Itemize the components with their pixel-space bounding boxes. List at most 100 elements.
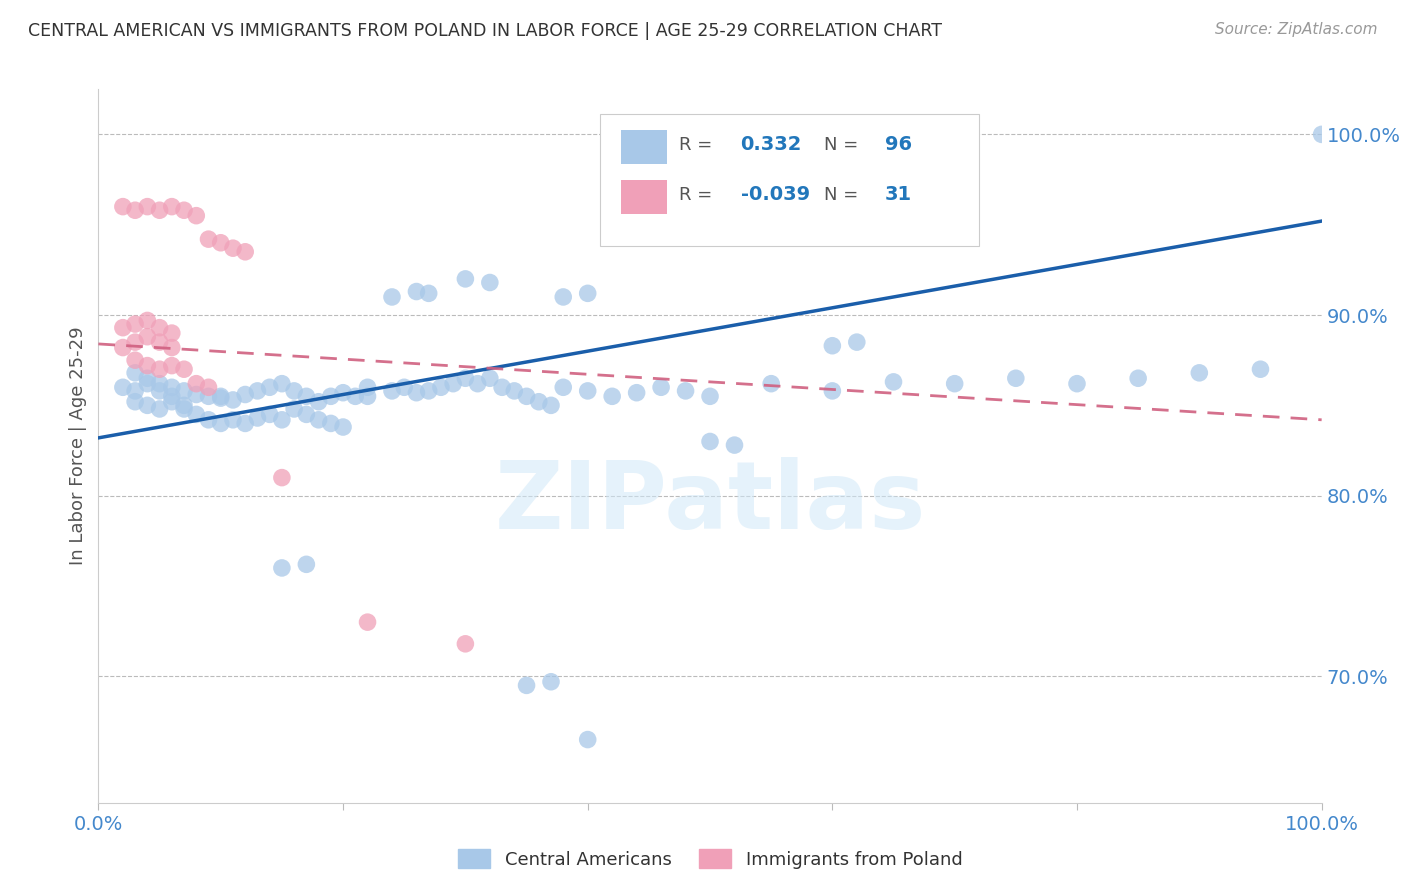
Point bbox=[1066, 376, 1088, 391]
Point bbox=[392, 380, 416, 394]
Text: R =: R = bbox=[679, 136, 713, 153]
Point bbox=[308, 394, 330, 409]
Point bbox=[540, 398, 562, 412]
Point bbox=[173, 362, 195, 376]
Point bbox=[540, 674, 562, 689]
Point bbox=[761, 376, 783, 391]
Point bbox=[160, 380, 183, 394]
Point bbox=[270, 470, 294, 484]
Point bbox=[136, 398, 159, 412]
Point bbox=[124, 353, 146, 368]
Point bbox=[821, 339, 844, 353]
Point bbox=[418, 384, 440, 398]
Point bbox=[1249, 362, 1271, 376]
Point bbox=[576, 384, 599, 398]
Point bbox=[943, 376, 966, 391]
Point bbox=[553, 380, 575, 394]
Point bbox=[699, 389, 721, 403]
Point bbox=[197, 232, 219, 246]
Point bbox=[356, 389, 378, 403]
Point bbox=[209, 389, 232, 403]
Point bbox=[454, 371, 477, 385]
Point bbox=[259, 380, 281, 394]
Text: 31: 31 bbox=[884, 186, 912, 204]
Text: N =: N = bbox=[824, 186, 858, 203]
Point bbox=[222, 392, 245, 407]
Point bbox=[197, 389, 219, 403]
Point bbox=[650, 380, 672, 394]
Point bbox=[233, 417, 256, 431]
Point bbox=[553, 290, 575, 304]
Point bbox=[283, 401, 305, 416]
Point bbox=[626, 385, 648, 400]
Point bbox=[111, 320, 134, 334]
Point bbox=[308, 413, 330, 427]
Point bbox=[418, 286, 440, 301]
Point bbox=[160, 341, 183, 355]
Point bbox=[173, 384, 195, 398]
Text: 96: 96 bbox=[884, 136, 912, 154]
Point bbox=[209, 417, 232, 431]
Legend: Central Americans, Immigrants from Poland: Central Americans, Immigrants from Polan… bbox=[450, 842, 970, 876]
Point bbox=[136, 371, 159, 385]
Point bbox=[222, 413, 245, 427]
Text: R =: R = bbox=[679, 186, 713, 203]
Point bbox=[124, 335, 146, 350]
Point bbox=[454, 272, 477, 286]
Point bbox=[186, 387, 208, 401]
Point bbox=[491, 380, 513, 394]
Text: -0.039: -0.039 bbox=[741, 186, 810, 204]
Point bbox=[478, 276, 501, 290]
Point bbox=[576, 732, 599, 747]
Point bbox=[160, 326, 183, 340]
Point bbox=[160, 394, 183, 409]
Point bbox=[405, 285, 427, 299]
Point bbox=[821, 384, 844, 398]
Point bbox=[160, 200, 183, 214]
Point bbox=[332, 420, 354, 434]
Bar bbox=[620, 180, 668, 214]
Point bbox=[1310, 128, 1333, 142]
Point bbox=[111, 200, 134, 214]
Point bbox=[1004, 371, 1026, 385]
Point bbox=[124, 203, 146, 218]
Text: Source: ZipAtlas.com: Source: ZipAtlas.com bbox=[1215, 22, 1378, 37]
Point bbox=[295, 558, 318, 572]
Point bbox=[441, 376, 464, 391]
Point bbox=[1188, 366, 1211, 380]
Point bbox=[576, 286, 599, 301]
Point bbox=[197, 380, 219, 394]
Point bbox=[173, 401, 195, 416]
Point bbox=[454, 637, 477, 651]
Point bbox=[405, 385, 427, 400]
Point bbox=[600, 389, 623, 403]
Point bbox=[149, 320, 172, 334]
Point bbox=[883, 375, 905, 389]
Point bbox=[173, 398, 195, 412]
Point bbox=[503, 384, 526, 398]
Bar bbox=[620, 130, 668, 164]
Point bbox=[467, 376, 489, 391]
Point bbox=[124, 394, 146, 409]
Point bbox=[136, 329, 159, 343]
Point bbox=[356, 615, 378, 629]
Point bbox=[246, 384, 269, 398]
Point bbox=[136, 200, 159, 214]
Point bbox=[845, 335, 868, 350]
Y-axis label: In Labor Force | Age 25-29: In Labor Force | Age 25-29 bbox=[69, 326, 87, 566]
Point bbox=[430, 380, 453, 394]
Point bbox=[160, 389, 183, 403]
Point bbox=[209, 235, 232, 250]
Point bbox=[197, 413, 219, 427]
Point bbox=[295, 408, 318, 422]
Point bbox=[136, 376, 159, 391]
Point bbox=[319, 389, 342, 403]
Point bbox=[515, 389, 537, 403]
Point bbox=[259, 408, 281, 422]
Point bbox=[111, 341, 134, 355]
Text: N =: N = bbox=[824, 136, 858, 153]
Point bbox=[136, 359, 159, 373]
Point bbox=[332, 385, 354, 400]
Point bbox=[149, 401, 172, 416]
Point bbox=[173, 203, 195, 218]
